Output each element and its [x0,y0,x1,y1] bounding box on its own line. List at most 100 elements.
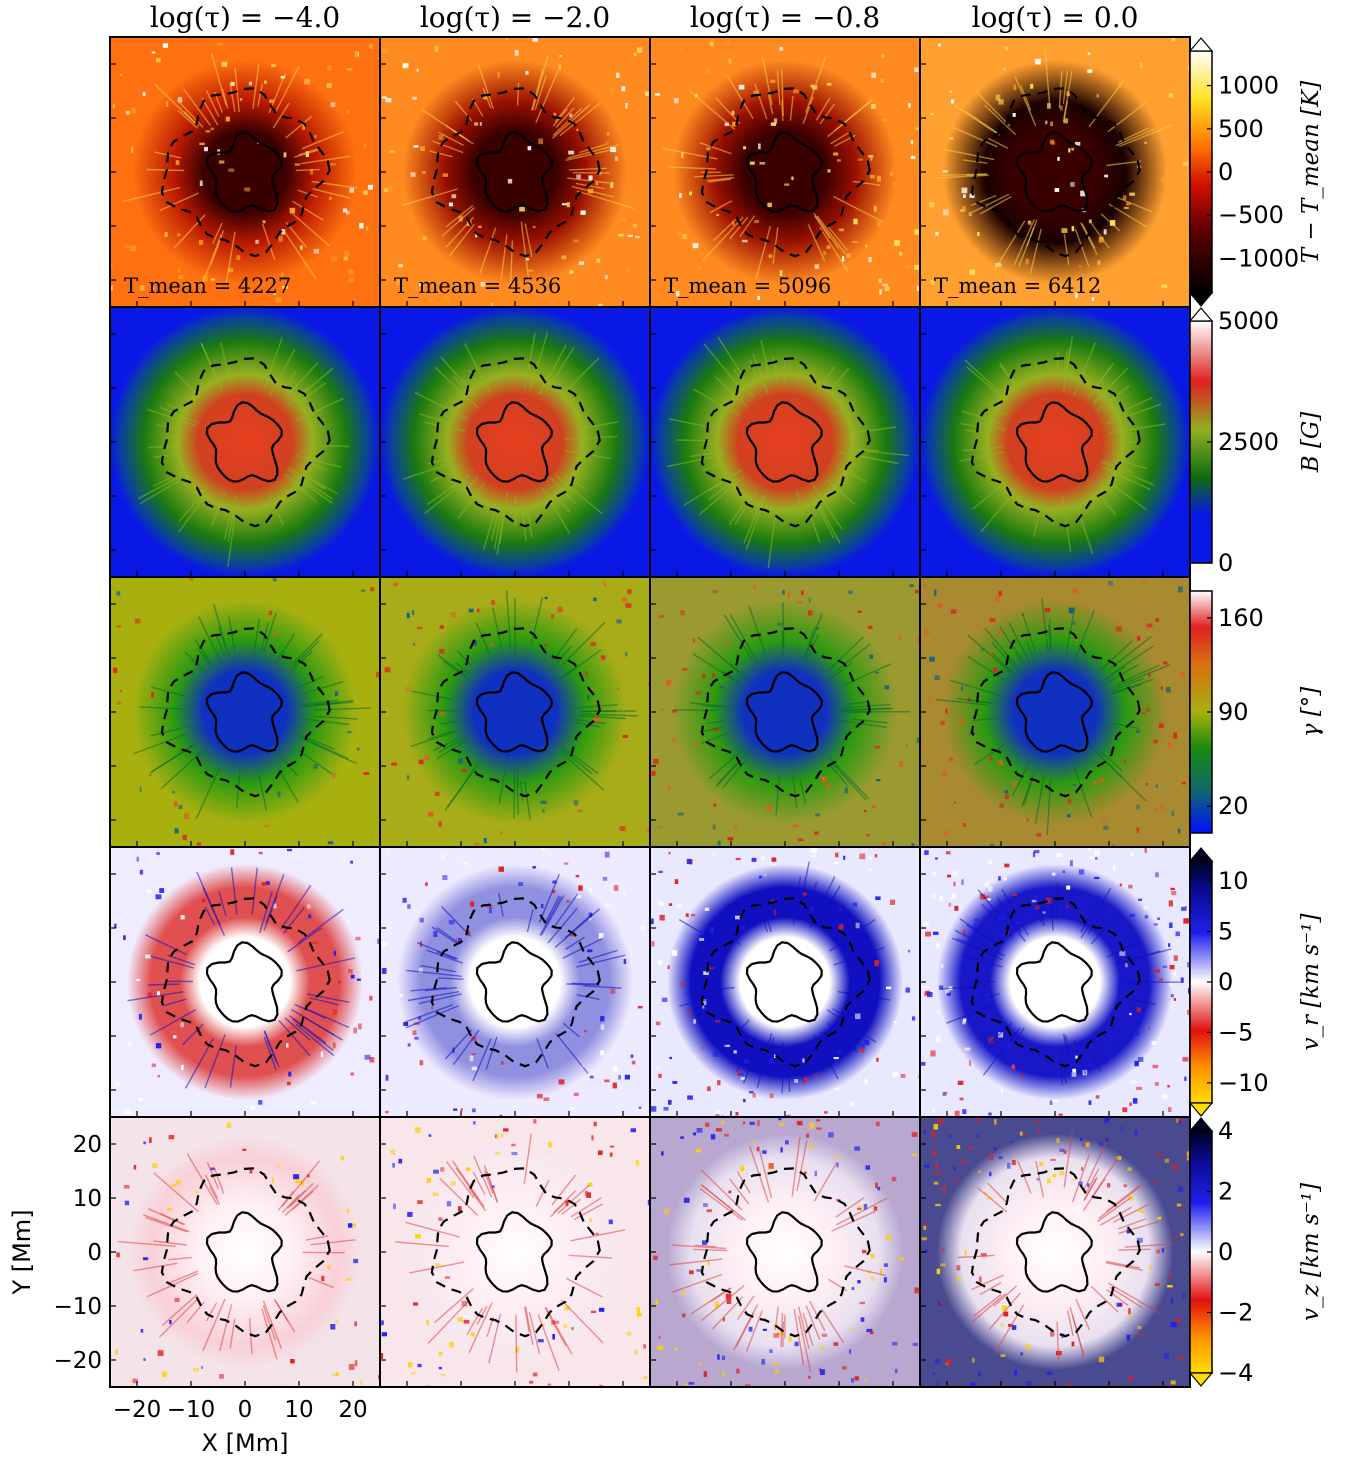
texture-speck [615,156,618,161]
texture-speck [970,1382,976,1387]
texture-speck [360,1379,363,1385]
filament [287,367,334,407]
texture-speck [657,960,663,965]
texture-speck [989,1154,994,1160]
filament [1073,342,1096,396]
texture-speck [410,1372,416,1375]
filament [953,104,1000,136]
filament [982,1027,1021,1076]
filament [225,231,236,285]
texture-speck [960,1160,967,1163]
texture-speck [1052,1100,1058,1103]
texture-speck [929,656,935,662]
texture-speck [1067,799,1072,804]
texture-speck [1177,1118,1183,1123]
texture-speck [1050,141,1056,145]
texture-speck [417,626,423,630]
colorbar-tick-label: 2 [1218,1178,1233,1206]
texture-speck [327,841,334,845]
texture-speck [204,146,208,152]
panel-r0-c2 [650,37,920,307]
texture-speck [474,843,479,846]
filament [802,626,816,661]
filament [524,1306,534,1346]
texture-speck [875,671,879,674]
texture-speck [659,708,664,711]
texture-speck [346,1208,350,1214]
filament [702,216,744,261]
filament [444,1029,473,1060]
texture-speck [1063,118,1069,124]
texture-speck [1166,63,1172,67]
filament [571,982,599,985]
texture-speck [348,969,353,974]
texture-speck [934,675,940,680]
filament [721,752,752,789]
texture-speck [964,1250,967,1256]
filament [756,1033,773,1088]
texture-speck [898,634,902,641]
texture-speck [935,1203,941,1207]
texture-speck [933,271,938,276]
filament [153,1172,199,1213]
filament [713,218,737,242]
colorbar-tick-label: 5 [1218,918,1233,946]
filament [310,1239,356,1246]
texture-speck [945,851,951,855]
filament [439,1177,479,1216]
texture-speck [879,289,882,295]
texture-speck [767,202,772,208]
texture-speck [311,1101,316,1105]
filament [570,1229,626,1242]
texture-speck [1075,44,1081,48]
texture-speck [702,674,706,678]
texture-speck [258,851,263,855]
texture-speck [329,196,332,200]
colorbar-extend-min [1188,1102,1214,1117]
filament [1026,226,1035,247]
filament [1122,996,1156,1006]
filament [544,895,560,924]
texture-speck [998,1156,1003,1160]
texture-speck [815,813,820,817]
texture-speck [398,1158,403,1164]
panel-r4-c3 [920,1117,1190,1387]
texture-speck [1103,229,1107,235]
texture-speck [949,757,953,761]
filament [1056,1321,1060,1364]
texture-speck [936,943,940,948]
texture-speck [961,879,964,885]
texture-speck [1161,804,1164,810]
texture-speck [146,889,152,893]
texture-speck [791,176,794,181]
filament [815,499,841,544]
filament [1074,228,1090,267]
texture-speck [1072,621,1076,626]
texture-speck [155,894,162,900]
filament [686,986,735,994]
texture-speck [1146,623,1153,628]
filament [146,168,185,172]
filament [968,993,1000,1001]
texture-speck [419,282,424,287]
texture-speck [851,1287,855,1290]
texture-speck [575,874,580,878]
texture-speck [740,1165,745,1172]
texture-speck [868,155,874,158]
filament [829,636,864,670]
texture-speck [181,1064,184,1071]
filament [293,633,323,664]
texture-speck [444,296,450,301]
texture-speck [836,1162,839,1168]
texture-speck [833,1342,839,1346]
texture-speck [356,978,361,981]
filament [493,501,505,550]
x-tick-label: 0 [238,1397,253,1423]
texture-speck [864,810,867,813]
texture-speck [653,758,659,765]
filament [994,220,1026,271]
texture-speck [458,1206,462,1212]
texture-speck [743,146,746,150]
texture-speck [883,1263,888,1267]
